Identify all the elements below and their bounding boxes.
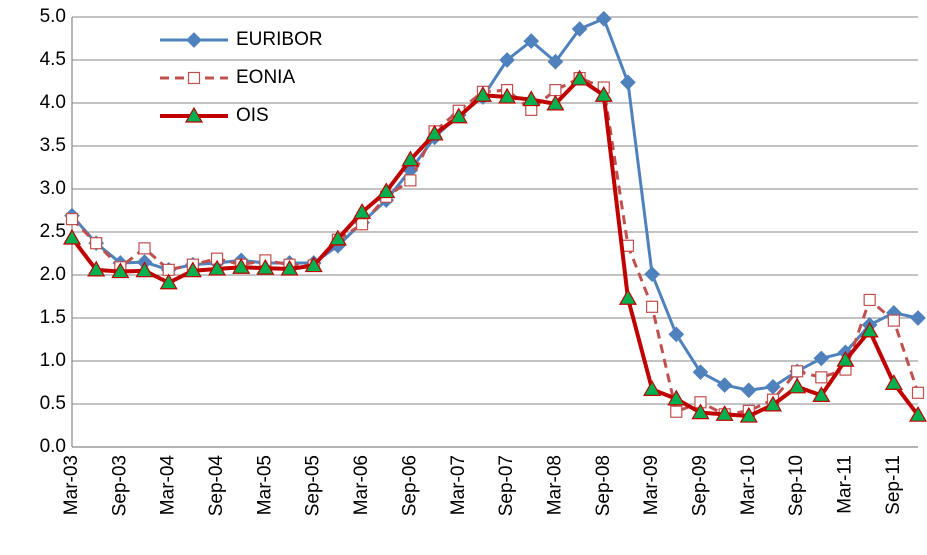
data-point <box>570 69 589 86</box>
data-point <box>595 10 612 27</box>
data-point <box>328 229 347 246</box>
data-point <box>910 310 926 326</box>
x-tick-label: Mar-11 <box>835 455 856 514</box>
x-tick-label: Sep-05 <box>303 455 324 516</box>
data-point <box>618 289 637 305</box>
legend-label: OIS <box>236 105 269 126</box>
data-point <box>908 405 927 422</box>
data-point <box>670 405 683 418</box>
x-tick-label: Mar-05 <box>254 455 275 515</box>
data-point <box>788 377 807 394</box>
legend-marker <box>186 32 202 48</box>
data-point <box>111 262 130 279</box>
data-point <box>763 395 783 412</box>
data-point <box>522 90 541 107</box>
y-tick-label: 2.5 <box>40 221 66 242</box>
legend-marker <box>184 106 204 123</box>
y-tick-label: 2.0 <box>40 264 66 285</box>
data-point <box>207 259 227 276</box>
x-tick-label: Sep-04 <box>206 455 227 517</box>
legend-label: EONIA <box>236 67 295 88</box>
data-point <box>911 386 925 399</box>
y-tick-label: 3.5 <box>40 135 66 156</box>
x-tick-label: Mar-04 <box>158 455 179 516</box>
data-point <box>863 293 876 307</box>
data-point <box>546 94 565 111</box>
data-point <box>643 380 662 396</box>
y-tick-label: 4.0 <box>40 92 66 113</box>
data-point <box>594 86 613 102</box>
data-point <box>138 242 151 255</box>
series-line <box>70 76 920 416</box>
data-point <box>646 300 659 313</box>
data-point <box>884 374 903 390</box>
data-point <box>860 321 879 338</box>
data-point <box>644 266 660 282</box>
data-point <box>691 403 710 420</box>
y-tick-label: 5.0 <box>40 6 66 27</box>
y-tick-label: 4.5 <box>40 49 66 70</box>
y-tick-label: 0.5 <box>40 393 66 414</box>
data-point <box>404 174 417 187</box>
y-tick-label: 3.0 <box>40 178 66 199</box>
x-tick-label: Mar-09 <box>641 455 662 515</box>
data-point <box>256 258 275 275</box>
data-point <box>473 86 492 102</box>
data-point <box>280 259 299 276</box>
x-tick-label: Sep-08 <box>593 455 614 516</box>
data-point <box>62 228 82 245</box>
data-point <box>813 350 830 367</box>
data-point <box>355 218 369 231</box>
legend-marker <box>187 71 201 85</box>
data-point <box>425 124 444 141</box>
data-point <box>549 83 562 97</box>
data-point <box>304 256 323 273</box>
data-point <box>667 389 686 406</box>
data-point <box>499 52 515 68</box>
x-tick-label: Mar-08 <box>544 455 565 515</box>
data-point <box>87 260 106 277</box>
data-point <box>401 150 420 167</box>
data-point <box>498 87 517 104</box>
data-point <box>353 203 372 219</box>
x-tick-label: Mar-07 <box>448 455 469 515</box>
data-point <box>715 405 734 421</box>
data-point <box>887 314 900 327</box>
data-point <box>547 53 564 70</box>
x-tick-label: Sep-10 <box>786 455 807 516</box>
data-point <box>836 350 855 367</box>
x-tick-label: Mar-10 <box>738 455 759 515</box>
data-point <box>90 237 103 250</box>
x-tick-label: Mar-06 <box>351 455 372 515</box>
x-tick-label: Sep-03 <box>109 455 130 516</box>
data-point <box>692 364 709 381</box>
x-tick-label: Sep-09 <box>689 455 710 516</box>
data-point <box>739 406 758 423</box>
data-point <box>716 377 733 393</box>
data-point <box>571 21 588 37</box>
x-tick-label: Mar-03 <box>61 455 82 515</box>
data-point <box>232 258 251 274</box>
data-point <box>65 213 79 226</box>
legend-label: EURIBOR <box>236 29 323 50</box>
data-point <box>812 386 831 402</box>
data-point <box>449 107 468 124</box>
data-point <box>523 33 540 49</box>
x-tick-label: Sep-06 <box>399 455 420 516</box>
data-point <box>740 382 757 399</box>
data-point <box>377 182 396 199</box>
data-point <box>791 365 804 378</box>
data-point <box>159 273 178 290</box>
data-point <box>620 74 636 91</box>
y-tick-label: 1.0 <box>40 350 66 371</box>
data-point <box>183 261 202 278</box>
data-point <box>815 371 828 384</box>
y-tick-label: 1.5 <box>40 307 66 328</box>
x-tick-label: Sep-11 <box>883 455 904 515</box>
y-tick-label: 0.0 <box>40 436 66 457</box>
x-tick-label: Sep-07 <box>496 455 517 516</box>
data-point <box>668 326 685 343</box>
data-point <box>135 261 154 278</box>
